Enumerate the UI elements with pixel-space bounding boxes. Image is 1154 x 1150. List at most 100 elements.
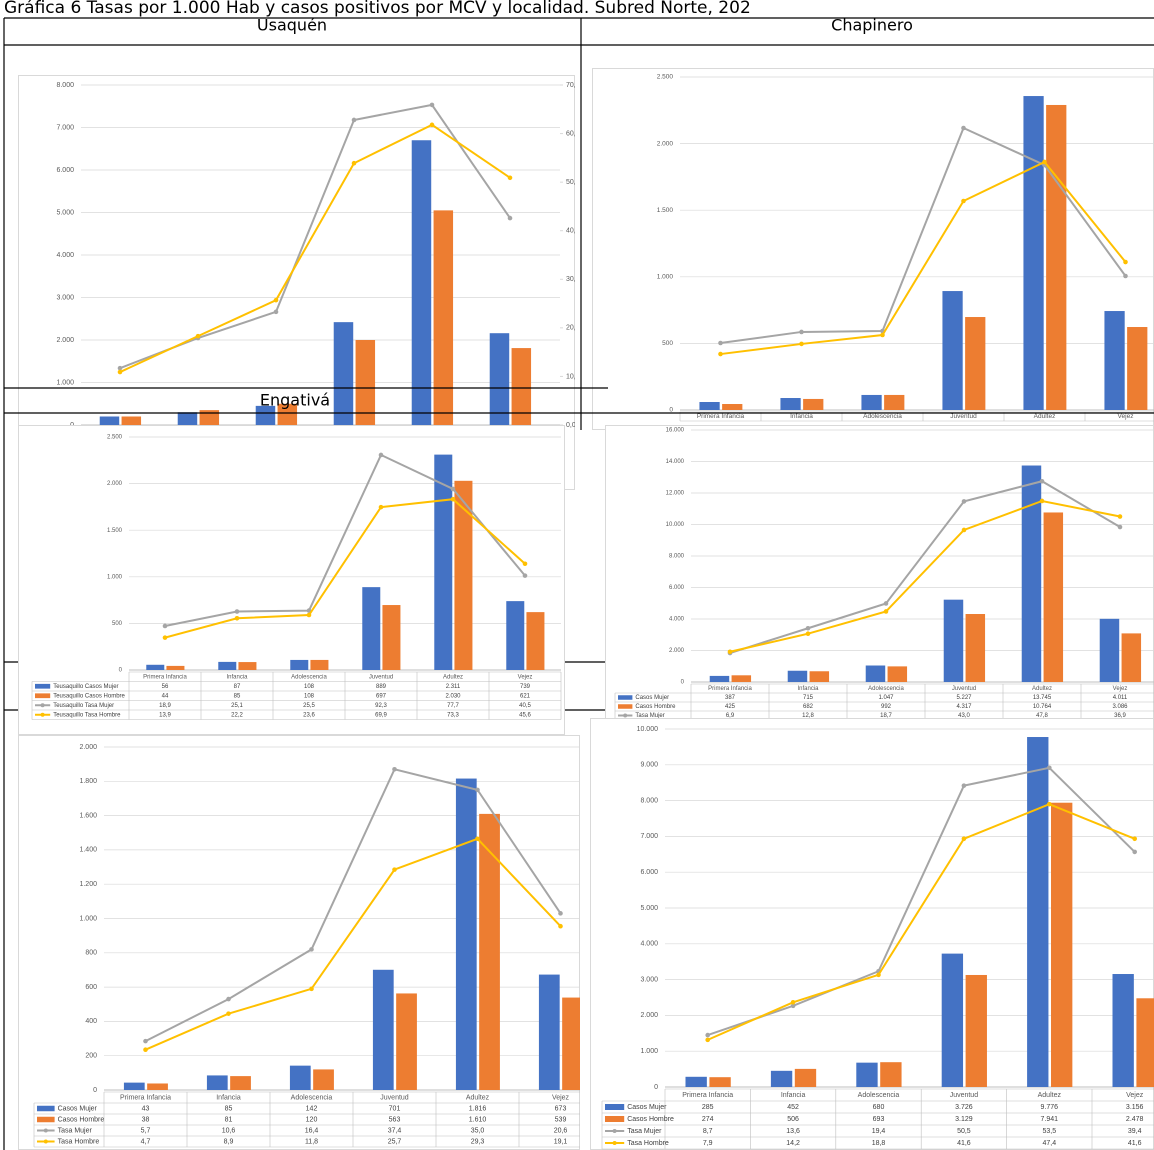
chart: 0 200 400 600 800 1.000 1.200 1.400 1.600 1.800 2.… — [18, 735, 580, 1150]
table-value: 47,8 — [1036, 713, 1048, 719]
table-value: 16,4 — [305, 1127, 319, 1134]
marker — [883, 609, 889, 614]
bar — [396, 993, 417, 1090]
marker — [718, 340, 723, 346]
y-tick-label: 1.500 — [657, 207, 674, 214]
marker — [162, 635, 168, 640]
marker — [351, 160, 357, 166]
legend-label: Teusaquillo Casos Mujer — [53, 684, 118, 690]
table-value: 85 — [234, 693, 241, 699]
y-tick-label: 4.000 — [56, 252, 74, 259]
category-label: Adultez — [1038, 1092, 1062, 1099]
marker — [475, 836, 480, 842]
category-label: Infancia — [790, 413, 813, 420]
bar — [166, 665, 185, 670]
table-value: 2.030 — [445, 693, 461, 699]
legend-swatch — [35, 683, 51, 689]
table-value: 43,0 — [958, 713, 970, 719]
bar — [538, 974, 560, 1090]
table-value: 452 — [787, 1104, 799, 1111]
marker — [961, 499, 967, 504]
y-tick-label: 5.000 — [640, 905, 658, 912]
marker — [309, 986, 314, 992]
marker — [234, 615, 240, 621]
legend-swatch — [605, 1104, 625, 1110]
legend-swatch — [612, 1141, 617, 1145]
y2-tick-label: 20,0 — [566, 325, 575, 332]
marker — [961, 125, 966, 131]
bar — [1112, 974, 1134, 1087]
marker — [718, 351, 723, 357]
table-value: 1.610 — [469, 1116, 487, 1123]
marker — [273, 297, 279, 303]
table-value: 44 — [162, 693, 169, 699]
y-tick-label: 0 — [669, 407, 673, 414]
y-tick-label: 2.500 — [657, 74, 674, 81]
line — [119, 123, 511, 373]
legend-swatch — [612, 1129, 617, 1133]
category-label: Infancia — [216, 1094, 241, 1101]
y-tick-label: 16.000 — [666, 428, 685, 434]
bar — [489, 333, 510, 425]
y2-tick-label: 10,0 — [566, 373, 575, 380]
table-value: 37,4 — [388, 1127, 402, 1134]
bar — [121, 416, 142, 425]
y-tick-label: 6.000 — [640, 869, 658, 876]
line — [729, 480, 1121, 654]
table-value: 387 — [725, 695, 736, 701]
chart: 0 2.000 4.000 6.000 8.000 10.000 12.000 14.000 1… — [605, 425, 1154, 728]
marker — [880, 332, 885, 338]
y-tick-label: 800 — [85, 950, 97, 957]
marker — [450, 496, 456, 502]
table-value: 680 — [873, 1104, 885, 1111]
category-label: Adultez — [443, 674, 463, 680]
marker — [234, 609, 240, 614]
bar — [809, 671, 830, 682]
legend-swatch — [43, 1128, 48, 1133]
marker — [429, 102, 435, 108]
y-tick-label: 3.000 — [640, 976, 658, 983]
bar — [1104, 311, 1125, 410]
y-tick-label: 2.000 — [669, 648, 685, 654]
marker — [805, 625, 811, 631]
table-value: 18,9 — [159, 703, 171, 709]
legend-label: Tasa Hombre — [627, 1140, 669, 1147]
marker — [226, 1011, 231, 1016]
y-tick-label: 1.500 — [107, 528, 123, 534]
table-value: 992 — [881, 704, 892, 710]
marker — [883, 601, 889, 606]
marker — [392, 867, 397, 872]
table-value: 108 — [304, 684, 315, 690]
marker — [117, 365, 123, 371]
bar — [803, 398, 824, 410]
y-tick-label: 10.000 — [637, 726, 659, 733]
table-value: 673 — [555, 1105, 567, 1112]
marker — [805, 631, 811, 636]
table-value: 715 — [803, 695, 814, 701]
table-value: 10,6 — [222, 1127, 236, 1134]
y-tick-label: 8.000 — [640, 797, 658, 804]
y2-tick-label: 70,0 — [566, 82, 575, 89]
category-label: Infancia — [781, 1092, 806, 1099]
line — [164, 498, 526, 639]
table-value: 25,7 — [388, 1138, 402, 1145]
table-value: 739 — [520, 684, 531, 690]
chart: 0 500 1.000 1.500 2.000 2.500 Primera Infancia… — [592, 68, 1154, 430]
bar — [1021, 465, 1042, 682]
table-value: 1.047 — [878, 695, 894, 701]
bar — [1051, 802, 1073, 1087]
cell-header: Usaquén — [257, 16, 327, 35]
line — [707, 803, 1136, 1041]
table-value: 41,6 — [957, 1140, 971, 1147]
legend-label: Tasa Mujer — [58, 1127, 93, 1134]
chart: 0 500 1.000 1.500 2.000 2.500 Primera Infancia… — [18, 425, 565, 735]
marker — [961, 836, 967, 842]
bar — [780, 398, 801, 410]
legend-swatch — [623, 713, 628, 718]
legend-swatch — [40, 712, 45, 717]
table-value: 87 — [234, 684, 241, 690]
image-frame — [18, 425, 565, 735]
category-label: Adultez — [1034, 413, 1056, 420]
legend-label: Teusaquillo Tasa Hombre — [53, 712, 121, 718]
y2-tick-label: 60,0 — [566, 130, 575, 137]
